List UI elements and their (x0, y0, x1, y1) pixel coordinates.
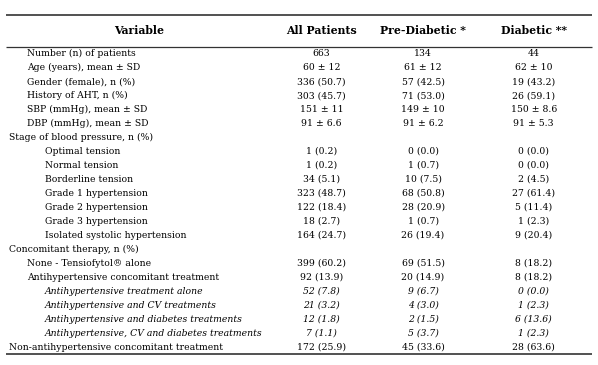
Text: 2 (1.5): 2 (1.5) (408, 315, 438, 324)
Text: 134: 134 (414, 49, 432, 58)
Text: Concomitant therapy, n (%): Concomitant therapy, n (%) (9, 245, 139, 254)
Text: 26 (59.1): 26 (59.1) (512, 91, 556, 100)
Text: Diabetic **: Diabetic ** (501, 25, 567, 36)
Text: Antihypertensive, CV and diabetes treatments: Antihypertensive, CV and diabetes treatm… (45, 328, 263, 338)
Text: 5 (3.7): 5 (3.7) (408, 328, 438, 338)
Text: 1 (2.3): 1 (2.3) (518, 301, 549, 310)
Text: Gender (female), n (%): Gender (female), n (%) (27, 77, 135, 86)
Text: Grade 1 hypertension: Grade 1 hypertension (45, 189, 148, 198)
Text: 150 ± 8.6: 150 ± 8.6 (511, 105, 557, 114)
Text: 52 (7.8): 52 (7.8) (303, 287, 340, 296)
Text: 20 (14.9): 20 (14.9) (401, 273, 445, 282)
Text: SBP (mmHg), mean ± SD: SBP (mmHg), mean ± SD (27, 105, 147, 114)
Text: 60 ± 12: 60 ± 12 (303, 63, 340, 72)
Text: Number (n) of patients: Number (n) of patients (27, 49, 136, 58)
Text: 0 (0.0): 0 (0.0) (518, 161, 549, 170)
Text: 0 (0.0): 0 (0.0) (518, 287, 549, 296)
Text: Age (years), mean ± SD: Age (years), mean ± SD (27, 63, 140, 72)
Text: 9 (6.7): 9 (6.7) (408, 287, 438, 296)
Text: 69 (51.5): 69 (51.5) (402, 259, 444, 268)
Text: 336 (50.7): 336 (50.7) (297, 77, 346, 86)
Text: 19 (43.2): 19 (43.2) (512, 77, 556, 86)
Text: 7 (1.1): 7 (1.1) (306, 328, 337, 338)
Text: 172 (25.9): 172 (25.9) (297, 343, 346, 351)
Text: 122 (18.4): 122 (18.4) (297, 203, 346, 212)
Text: 1 (0.7): 1 (0.7) (407, 161, 439, 170)
Text: 2 (4.5): 2 (4.5) (518, 175, 550, 184)
Text: Pre-Diabetic *: Pre-Diabetic * (380, 25, 466, 36)
Text: Antihypertensive and CV treatments: Antihypertensive and CV treatments (45, 301, 216, 310)
Text: 28 (20.9): 28 (20.9) (401, 203, 445, 212)
Text: 1 (0.2): 1 (0.2) (306, 161, 337, 170)
Text: 5 (11.4): 5 (11.4) (515, 203, 553, 212)
Text: 303 (45.7): 303 (45.7) (297, 91, 346, 100)
Text: 92 (13.9): 92 (13.9) (300, 273, 343, 282)
Text: 663: 663 (313, 49, 330, 58)
Text: 1 (2.3): 1 (2.3) (518, 328, 549, 338)
Text: None - Tensiofytol® alone: None - Tensiofytol® alone (27, 259, 151, 268)
Text: 45 (33.6): 45 (33.6) (402, 343, 444, 351)
Text: Isolated systolic hypertension: Isolated systolic hypertension (45, 231, 187, 240)
Text: 1 (2.3): 1 (2.3) (518, 217, 550, 226)
Text: 8 (18.2): 8 (18.2) (515, 259, 553, 268)
Text: Normal tension: Normal tension (45, 161, 118, 170)
Text: 6 (13.6): 6 (13.6) (515, 315, 552, 324)
Text: 10 (7.5): 10 (7.5) (405, 175, 441, 184)
Text: 62 ± 10: 62 ± 10 (515, 63, 553, 72)
Text: 91 ± 6.6: 91 ± 6.6 (301, 119, 341, 128)
Text: 0 (0.0): 0 (0.0) (518, 147, 549, 156)
Text: 9 (20.4): 9 (20.4) (515, 231, 553, 240)
Text: Antihypertensive concomitant treatment: Antihypertensive concomitant treatment (27, 273, 219, 282)
Text: All Patients: All Patients (286, 25, 357, 36)
Text: 1 (0.2): 1 (0.2) (306, 147, 337, 156)
Text: Stage of blood pressure, n (%): Stage of blood pressure, n (%) (9, 133, 153, 142)
Text: 18 (2.7): 18 (2.7) (303, 217, 340, 226)
Text: 164 (24.7): 164 (24.7) (297, 231, 346, 240)
Text: DBP (mmHg), mean ± SD: DBP (mmHg), mean ± SD (27, 119, 148, 128)
Text: 1 (0.7): 1 (0.7) (407, 217, 439, 226)
Text: 399 (60.2): 399 (60.2) (297, 259, 346, 268)
Text: Antihypertensive treatment alone: Antihypertensive treatment alone (45, 287, 203, 296)
Text: History of AHT, n (%): History of AHT, n (%) (27, 91, 127, 100)
Text: 68 (50.8): 68 (50.8) (402, 189, 444, 198)
Text: 28 (63.6): 28 (63.6) (512, 343, 555, 351)
Text: 71 (53.0): 71 (53.0) (402, 91, 444, 100)
Text: 0 (0.0): 0 (0.0) (408, 147, 438, 156)
Text: 4 (3.0): 4 (3.0) (408, 301, 438, 310)
Text: Grade 3 hypertension: Grade 3 hypertension (45, 217, 148, 226)
Text: Grade 2 hypertension: Grade 2 hypertension (45, 203, 148, 212)
Text: Variable: Variable (114, 25, 164, 36)
Text: 151 ± 11: 151 ± 11 (300, 105, 343, 114)
Text: 44: 44 (527, 49, 540, 58)
Text: 323 (48.7): 323 (48.7) (297, 189, 346, 198)
Text: 12 (1.8): 12 (1.8) (303, 315, 340, 324)
Text: 91 ± 5.3: 91 ± 5.3 (514, 119, 554, 128)
Text: Borderline tension: Borderline tension (45, 175, 133, 184)
Text: Non-antihypertensive concomitant treatment: Non-antihypertensive concomitant treatme… (9, 343, 223, 351)
Text: Antihypertensive and diabetes treatments: Antihypertensive and diabetes treatments (45, 315, 243, 324)
Text: 34 (5.1): 34 (5.1) (303, 175, 340, 184)
Text: 61 ± 12: 61 ± 12 (404, 63, 442, 72)
Text: 91 ± 6.2: 91 ± 6.2 (403, 119, 443, 128)
Text: 8 (18.2): 8 (18.2) (515, 273, 553, 282)
Text: 27 (61.4): 27 (61.4) (512, 189, 556, 198)
Text: 57 (42.5): 57 (42.5) (402, 77, 444, 86)
Text: 26 (19.4): 26 (19.4) (401, 231, 445, 240)
Text: Optimal tension: Optimal tension (45, 147, 120, 156)
Text: 21 (3.2): 21 (3.2) (303, 301, 340, 310)
Text: 149 ± 10: 149 ± 10 (401, 105, 445, 114)
